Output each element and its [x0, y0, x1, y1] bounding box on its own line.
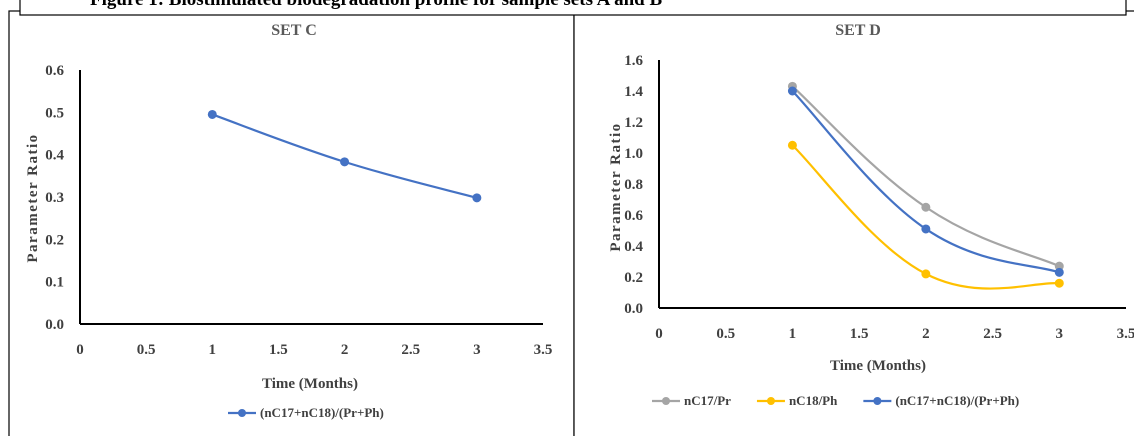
set-d-x-tick-label: 0 — [655, 326, 663, 342]
set-d-title: SET D — [835, 22, 881, 39]
set-d-data-point — [921, 202, 931, 212]
set-c-y-tick-label: 0.6 — [45, 63, 64, 79]
set-d-y-tick-label: 0.8 — [624, 177, 643, 193]
set-d-x-tick-label: 2.5 — [983, 326, 1002, 342]
set-d-legend-swatch-marker — [873, 397, 882, 405]
set-c-y-tick-label: 0.3 — [45, 190, 64, 206]
set-d-data-point — [921, 269, 931, 279]
set-d-y-tick-label: 1.4 — [624, 84, 643, 100]
set-c-data-point — [340, 157, 350, 167]
set-c-y-tick-label: 0.4 — [45, 148, 64, 164]
chart-c-border — [8, 10, 575, 436]
set-d-y-tick-label: 1.0 — [624, 146, 643, 162]
set-d-legend-label: nC17/Pr — [684, 393, 731, 408]
set-d-y-axis-label: Parameter Ratio — [608, 122, 624, 251]
set-d-legend-label: (nC17+nC18)/(Pr+Ph) — [895, 393, 1019, 408]
set-d-x-tick-label: 1 — [789, 326, 797, 342]
set-c-y-axis-label: Parameter Ratio — [25, 133, 41, 262]
set-d-data-point — [1054, 267, 1064, 277]
set-c-y-tick-label: 0.2 — [45, 232, 64, 248]
set-c-legend-label: (nC17+nC18)/(Pr+Ph) — [260, 405, 384, 420]
set-c-x-tick-label: 3 — [473, 342, 481, 358]
set-d-data-point — [1054, 278, 1064, 288]
set-d-y-tick-label: 1.2 — [624, 115, 643, 131]
set-d-data-point — [787, 86, 797, 96]
set-c-y-tick-label: 0.1 — [45, 275, 64, 291]
set-c-x-tick-label: 0.5 — [137, 342, 156, 358]
chart-set-c: SET C 0 0.5 1 1.5 2 2.5 3 3.5 0.0 0.1 0.2 0.3 0.4 0.5 0… — [25, 22, 552, 420]
set-c-title: SET C — [271, 22, 317, 39]
set-c-x-tick-label: 1 — [209, 342, 217, 358]
set-c-data-point — [207, 109, 217, 119]
set-c-x-tick-label: 0 — [76, 342, 84, 358]
set-d-y-tick-label: 0.2 — [624, 270, 643, 286]
set-c-y-tick-label: 0.0 — [45, 317, 64, 333]
set-d-x-tick-label: 1.5 — [850, 326, 869, 342]
set-d-x-tick-label: 2 — [922, 326, 930, 342]
set-d-x-axis-label: Time (Months) — [830, 358, 926, 374]
figure-title-box — [19, 0, 1127, 16]
set-d-x-tick-label: 3 — [1056, 326, 1064, 342]
set-d-y-tick-label: 0.6 — [624, 208, 643, 224]
chart-set-d: SET D 0 0.5 1 1.5 2 2.5 3 3.5 0.0 0.2 0.4 0.6 0.8 1.0 1… — [608, 22, 1134, 408]
set-d-data-point — [787, 140, 797, 150]
set-d-legend-swatch-marker — [766, 397, 775, 405]
figure-title: Figure 1: Biostimulated biodegradation p… — [90, 0, 662, 10]
set-d-legend-label: nC18/Ph — [789, 393, 838, 408]
set-d-y-tick-label: 0.4 — [624, 239, 643, 255]
set-c-x-tick-label: 2 — [341, 342, 349, 358]
chart-d-border — [573, 10, 1134, 436]
set-d-y-tick-label: 0.0 — [624, 301, 643, 317]
set-c-x-tick-label: 3.5 — [534, 342, 553, 358]
set-c-y-tick-label: 0.5 — [45, 105, 64, 121]
set-c-data-point — [472, 193, 482, 203]
set-c-legend-swatch-marker — [238, 409, 246, 417]
set-d-x-tick-label: 3.5 — [1117, 326, 1134, 342]
set-d-x-tick-label: 0.5 — [716, 326, 735, 342]
set-d-data-point — [921, 224, 931, 234]
set-d-legend-swatch-marker — [662, 397, 670, 405]
set-d-y-tick-label: 1.6 — [624, 53, 643, 69]
set-c-x-axis-label: Time (Months) — [262, 376, 358, 392]
set-c-x-tick-label: 2.5 — [401, 342, 420, 358]
set-c-x-tick-label: 1.5 — [269, 342, 288, 358]
